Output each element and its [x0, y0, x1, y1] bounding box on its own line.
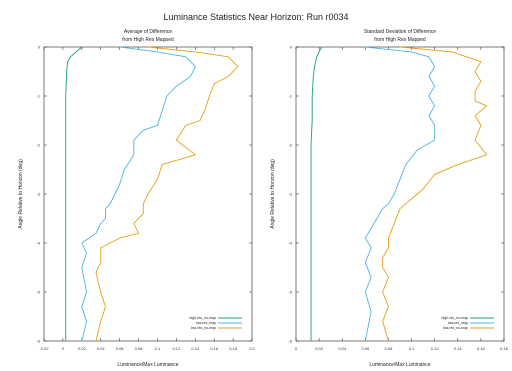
y-tick-label: -4 [288, 241, 292, 246]
y-tick-label: -2 [36, 143, 40, 148]
x-tick-label: 0.04 [338, 346, 347, 351]
panels: Average of Difference from High Res Mappe… [18, 29, 509, 368]
x-axis-label: Luminance/Max Luminance [369, 362, 430, 368]
x-tick-label: 0.12 [431, 346, 440, 351]
y-tick-label: -6 [288, 339, 292, 344]
panel-title: Average of Difference [124, 29, 172, 35]
x-tick-label: 0.14 [454, 346, 463, 351]
y-axis-label: Angle Relative to Horizon (deg) [18, 159, 24, 229]
y-tick-label: -4 [36, 241, 40, 246]
y-tick-label: 0 [290, 45, 293, 50]
x-tick-label: 0.14 [191, 346, 200, 351]
series-line-low-res_no-map [382, 46, 488, 342]
y-tick-label: -6 [36, 339, 40, 344]
y-tick-label: -1 [288, 94, 292, 99]
x-tick-label: 0.02 [78, 346, 87, 351]
x-tick-label: 0.2 [249, 346, 255, 351]
x-tick-label: 0.08 [385, 346, 394, 351]
x-tick-label: 0.02 [315, 346, 324, 351]
x-tick-label: 0.16 [210, 346, 219, 351]
x-tick-label: 0.12 [172, 346, 181, 351]
y-tick-label: -3 [36, 192, 40, 197]
panel-1: Average of Difference from High Res Mappe… [18, 29, 256, 368]
legend-label: low-res_map [448, 321, 468, 325]
x-tick-label: 0.16 [477, 346, 486, 351]
panel-2: Standard Deviation of Difference from Hig… [270, 29, 509, 368]
y-tick-label: -5 [288, 290, 292, 295]
series-line-low-res_no-map [95, 46, 239, 342]
x-tick-label: 0.04 [97, 346, 106, 351]
x-tick-label: 0.06 [361, 346, 370, 351]
y-tick-label: 0 [38, 45, 41, 50]
series-line-high-res_no-map [310, 46, 322, 341]
series-line-low-res_map [364, 46, 436, 342]
legend-label: low-res_map [196, 321, 216, 325]
y-tick-label: -5 [36, 290, 40, 295]
panel-title: from High Res Mapped [374, 37, 426, 43]
x-tick-label: 0 [62, 346, 65, 351]
y-tick-label: -2 [288, 143, 292, 148]
x-tick-label: 0.06 [116, 346, 125, 351]
series-line-low-res_map [81, 46, 196, 342]
legend-label: low-res_no-map [443, 326, 468, 330]
legend-label: high-res_no-map [190, 316, 217, 320]
x-tick-label: 0.18 [500, 346, 509, 351]
series-line-high-res_no-map [65, 46, 83, 341]
x-tick-label: 0.08 [135, 346, 144, 351]
y-tick-label: -3 [288, 192, 292, 197]
x-tick-label: 0.18 [229, 346, 238, 351]
x-tick-label: 0 [295, 346, 298, 351]
panel-title: from High Res Mapped [122, 37, 174, 43]
x-tick-label: 0.1 [409, 346, 415, 351]
x-tick-label: 0.1 [155, 346, 161, 351]
plot-frame [295, 46, 505, 342]
x-axis-label: Luminance/Max Luminance [117, 362, 178, 368]
legend-label: high-res_no-map [442, 316, 469, 320]
legend-label: low-res_no-map [191, 326, 216, 330]
panel-title: Standard Deviation of Difference [364, 29, 436, 35]
figure-title: Luminance Statistics Near Horizon: Run r… [163, 12, 348, 22]
y-tick-label: -1 [36, 94, 40, 99]
x-tick-label: -0.02 [39, 346, 49, 351]
y-axis-label: Angle Relative to Horizon (deg) [270, 159, 276, 229]
